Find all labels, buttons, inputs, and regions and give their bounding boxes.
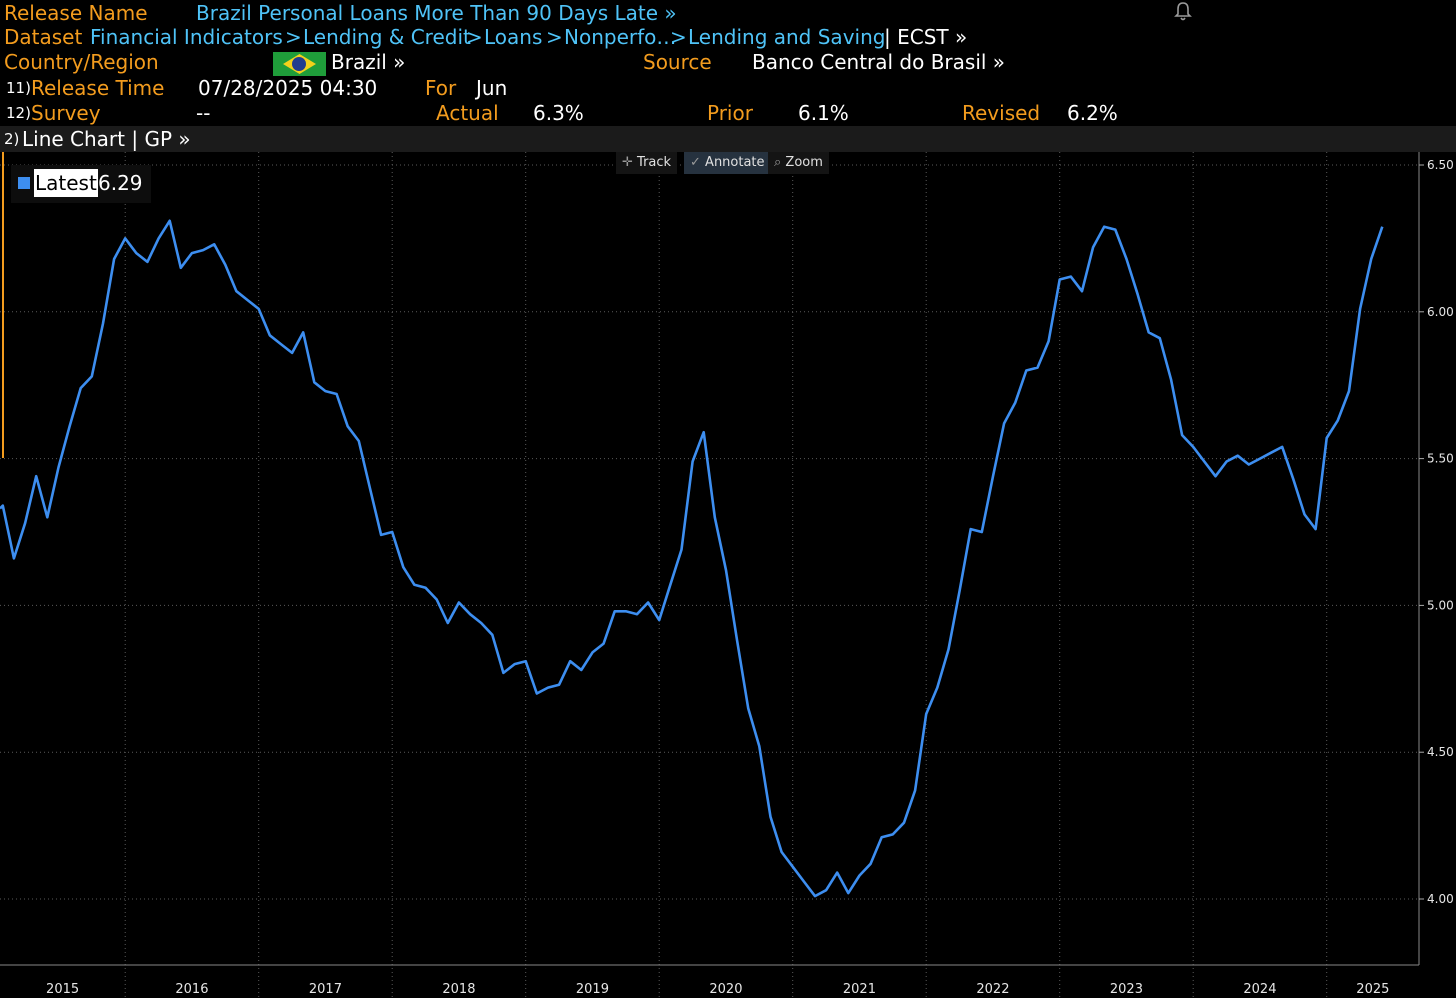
chart-toolbar: 2) Line Chart | GP » [0,126,1456,152]
y-tick-label: 6.00 [1427,305,1454,319]
breadcrumb-separator: > [466,25,483,49]
prior-label: Prior [707,101,753,125]
breadcrumb-separator: > [546,25,563,49]
y-tick-label: 5.50 [1427,452,1454,466]
y-tick-label: 6.50 [1427,158,1454,172]
legend-latest-value: 6.29 [98,171,143,195]
survey-value: -- [196,101,211,125]
revised-value: 6.2% [1067,101,1118,125]
zoom-button[interactable]: ⌕ Zoom [768,152,829,174]
release-name-link[interactable]: Brazil Personal Loans More Than 90 Days … [196,1,677,25]
x-tick-label: 2023 [1110,982,1143,997]
legend-series-name: Latest [34,169,98,197]
x-tick-label: 2025 [1356,982,1389,997]
release-name-row: Release Name Brazil Personal Loans More … [0,0,1456,26]
for-label: For [425,76,457,100]
country-link[interactable]: Brazil » [331,50,406,74]
revised-label: Revised [962,101,1041,125]
x-tick-label: 2016 [175,982,208,997]
pencil-icon: ✓ [690,155,701,170]
x-tick-label: 2015 [46,982,79,997]
x-tick-label: 2024 [1243,982,1276,997]
dataset-link-financial-indicators[interactable]: Financial Indicators [90,25,283,49]
line-chart[interactable]: 6.506.005.505.004.504.00 2015 2016 2017 201… [0,152,1456,998]
dataset-link-lending-credit[interactable]: Lending & Credit [303,25,471,49]
bell-icon[interactable] [1172,0,1194,22]
dataset-link-nonperforming[interactable]: Nonperfo… [564,25,677,49]
release-time-value: 07/28/2025 04:30 [198,76,378,100]
country-label: Country/Region [4,50,159,74]
release-name-label: Release Name [4,1,148,25]
legend[interactable]: Latest 6.29 [11,165,151,203]
survey-row: 12) Survey -- Actual 6.3% Prior 6.1% Rev… [0,100,1456,126]
legend-swatch [18,177,30,189]
release-time-label[interactable]: Release Time [31,76,165,100]
track-button[interactable]: ✛ Track [616,152,678,174]
dataset-link-loans[interactable]: Loans [484,25,543,49]
x-tick-label: 2018 [442,982,475,997]
zoom-label: Zoom [785,155,823,170]
prior-value: 6.1% [798,101,849,125]
series-line-latest [0,219,1384,898]
survey-number: 12) [6,104,31,122]
chart-toolbar-number: 2) [4,130,20,148]
gridlines [0,152,1419,998]
x-tick-label: 2021 [843,982,876,997]
security-header: Release Name Brazil Personal Loans More … [0,0,1456,126]
x-tick-label: 2017 [309,982,342,997]
y-axis-ticks: 6.50 6.00 5.50 5.00 4.50 4.00 [1419,158,1454,906]
survey-label[interactable]: Survey [31,101,101,125]
y-tick-label: 4.00 [1427,892,1454,906]
annotate-label: Annotate [705,155,765,170]
y-tick-label: 5.00 [1427,598,1454,612]
chart-type-menu[interactable]: Line Chart | GP » [22,127,191,151]
annotate-button[interactable]: ✓ Annotate [684,152,771,174]
for-value: Jun [476,76,508,100]
breadcrumb-separator: > [670,25,687,49]
dataset-label: Dataset [4,25,83,49]
release-time-row: 11) Release Time 07/28/2025 04:30 For Ju… [0,75,1456,101]
x-axis-ticks: 2015 2016 2017 2018 2019 2020 2021 2022 2023 2024… [46,982,1389,997]
crosshair-icon: ✛ [622,155,633,170]
chart-area: 6.50 6.00 5.50 5.00 4.50 4.00 2015 2016 2017 201… [0,152,1456,998]
dataset-row: Dataset Financial Indicators > Lending &… [0,24,1456,50]
source-label: Source [643,50,712,74]
dataset-ticker-link[interactable]: | ECST » [884,25,968,49]
source-link[interactable]: Banco Central do Brasil » [752,50,1006,74]
x-tick-label: 2022 [976,982,1009,997]
track-label: Track [637,155,672,170]
dataset-link-lending-saving[interactable]: Lending and Saving [688,25,886,49]
magnifier-icon: ⌕ [774,155,782,170]
actual-value: 6.3% [533,101,584,125]
y-tick-label: 4.50 [1427,745,1454,759]
country-row: Country/Region Brazil » Source Banco Cen… [0,49,1456,76]
breadcrumb-separator: > [285,25,302,49]
x-tick-label: 2020 [709,982,742,997]
x-tick-label: 2019 [576,982,609,997]
actual-label: Actual [436,101,499,125]
brazil-flag-icon [273,52,326,76]
release-time-number: 11) [6,79,31,97]
